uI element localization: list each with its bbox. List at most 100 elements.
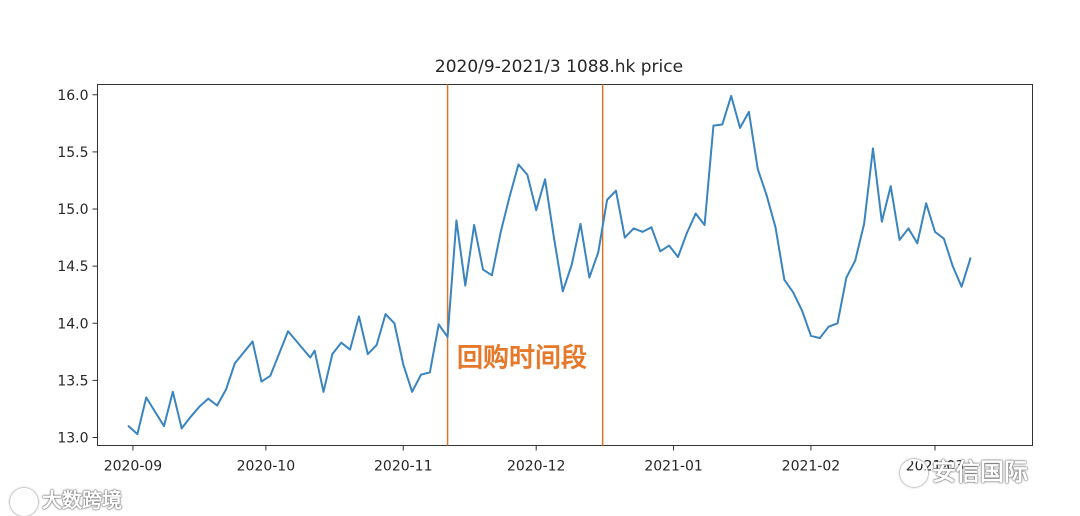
data-point (411, 390, 414, 393)
watermark-right-text: 安信国际 (932, 458, 1028, 486)
data-point (880, 220, 883, 223)
x-axis: 2020-09 2020-10 2020-11 2020-12 2021-01 2021-… (104, 445, 964, 475)
data-point (189, 416, 192, 418)
data-point (659, 250, 662, 253)
data-point (163, 425, 165, 427)
data-point (934, 230, 936, 233)
watermark-right: 安信国际 (900, 452, 1028, 487)
data-point (801, 309, 803, 312)
data-point (490, 274, 493, 277)
data-point (482, 268, 484, 271)
data-point (349, 348, 351, 351)
data-point (251, 340, 254, 343)
data-point (455, 219, 458, 222)
data-point (535, 209, 538, 212)
data-point (836, 322, 839, 325)
data-point (925, 202, 928, 205)
data-point (615, 189, 617, 192)
data-point (517, 163, 520, 166)
data-point (916, 242, 919, 245)
chart-title: 2020/9-2021/3 1088.hk price (435, 57, 683, 77)
annotations: 回购时间段 (457, 343, 587, 374)
series-line (127, 94, 972, 436)
data-point (951, 265, 954, 268)
price-series (127, 94, 972, 436)
data-point (309, 356, 312, 359)
data-point (739, 127, 741, 129)
data-point (446, 336, 449, 338)
data-point (969, 257, 972, 260)
data-point (730, 95, 733, 97)
data-point (623, 236, 626, 239)
data-point (358, 315, 360, 318)
buyback-period-label: 回购时间段 (457, 343, 587, 374)
data-point (588, 276, 591, 279)
y-tick-label: 16.0 (57, 88, 88, 104)
buyback-period-lines (446, 84, 604, 446)
data-point (544, 178, 546, 181)
data-point (632, 227, 635, 230)
y-axis: 13.0 13.5 14.0 14.5 15.0 15.5 16.0 (57, 88, 98, 447)
data-point (783, 278, 786, 281)
data-point (792, 291, 795, 294)
data-point (942, 237, 945, 240)
data-point (127, 425, 130, 427)
data-point (428, 371, 431, 374)
logo-icon (10, 487, 38, 516)
data-point (721, 123, 724, 126)
data-point (402, 363, 405, 366)
data-point (810, 334, 812, 337)
data-point (136, 433, 139, 435)
data-point (499, 230, 502, 233)
data-point (313, 349, 316, 352)
data-point (508, 195, 511, 198)
data-point (774, 226, 777, 229)
data-point (854, 259, 857, 262)
data-point (889, 185, 892, 188)
data-point (269, 374, 272, 377)
data-point (712, 124, 715, 127)
data-point (331, 353, 334, 356)
x-tick-label: 2020-11 (374, 459, 433, 475)
data-point (233, 362, 236, 365)
plot-frame (97, 84, 1033, 446)
data-point (685, 232, 688, 234)
data-point (872, 147, 874, 150)
data-point (464, 284, 467, 287)
data-point (668, 244, 671, 247)
data-point (818, 337, 821, 340)
x-tick-label: 2021-02 (782, 459, 841, 475)
data-point (756, 168, 759, 170)
data-point (207, 397, 210, 400)
data-point (225, 388, 227, 391)
data-point (650, 226, 653, 229)
data-point (561, 290, 564, 293)
data-point (845, 276, 848, 279)
y-tick-label: 13.5 (57, 373, 88, 389)
data-point (907, 227, 910, 230)
data-point (473, 224, 476, 226)
data-point (322, 390, 325, 393)
data-point (703, 224, 706, 226)
data-point (526, 173, 529, 176)
data-point (597, 251, 600, 254)
x-tick-label: 2020-09 (104, 459, 163, 475)
y-tick-label: 13.0 (57, 431, 88, 447)
watermark-left: 大数跨境 (10, 484, 122, 516)
y-tick-label: 14.5 (57, 259, 88, 275)
data-point (393, 322, 396, 325)
data-point (694, 212, 697, 215)
data-point (437, 323, 440, 326)
data-point (960, 285, 963, 288)
data-point (898, 238, 901, 241)
x-tick-label: 2021-01 (644, 459, 703, 475)
data-point (340, 341, 343, 344)
y-tick-label: 15.5 (57, 145, 88, 161)
data-point (641, 230, 644, 233)
data-point (216, 404, 219, 407)
data-point (553, 236, 555, 239)
watermark-left-text: 大数跨境 (42, 488, 122, 512)
y-tick-label: 14.0 (57, 316, 88, 332)
data-point (260, 380, 263, 383)
